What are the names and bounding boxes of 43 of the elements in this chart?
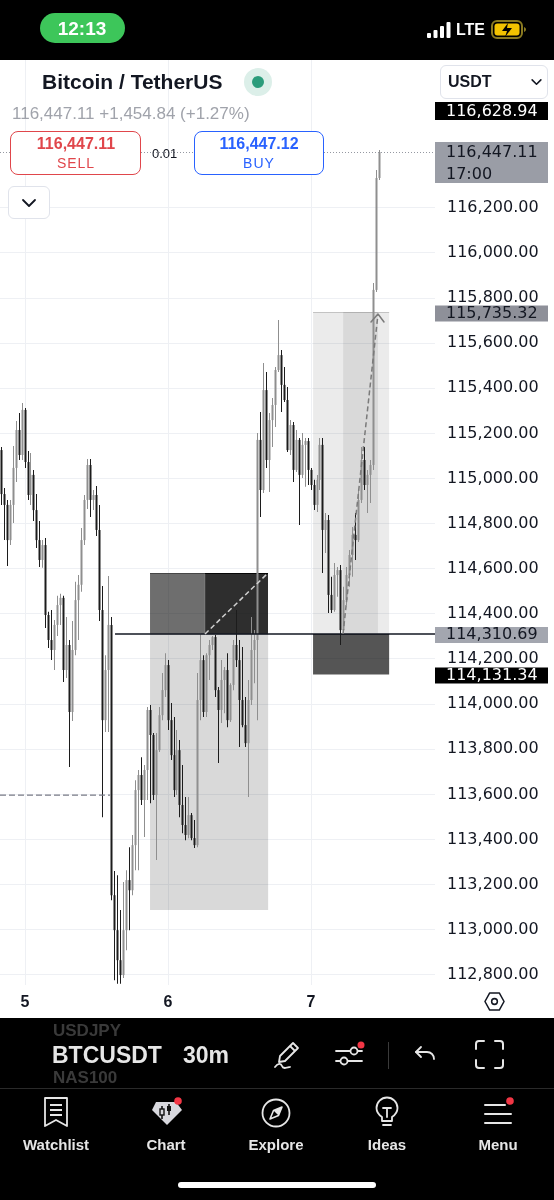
text: Explore [248, 1136, 304, 1153]
ref-line-label: 116,447.11 [446, 142, 538, 162]
y-tick-label: 115,400.00 [447, 377, 539, 397]
y-tick-label: 115,200.00 [447, 422, 539, 442]
text: 116,447.11 +1,454.84 (+1.27%) [12, 104, 250, 124]
annotation: 116,447.12 [219, 135, 299, 153]
text: 30m [183, 1042, 230, 1069]
text: Watchlist [22, 1136, 90, 1153]
x-tick-label: 7 [306, 993, 316, 1011]
y-tick-label: 115,800.00 [447, 287, 539, 307]
text: BTCUSDT [52, 1042, 162, 1069]
y-tick-label: 114,800.00 [447, 512, 539, 532]
x-tick-label: 5 [20, 993, 30, 1011]
y-tick-label: 115,000.00 [447, 467, 539, 487]
y-tick-label: 113,800.00 [447, 738, 539, 758]
y-tick-label: 116,200.00 [447, 196, 539, 216]
text: Bitcoin / TetherUS [42, 70, 223, 94]
y-tick-label: 113,200.00 [447, 873, 539, 893]
annotation: SELL [56, 155, 96, 171]
text: 17:00 [446, 164, 493, 183]
text: Chart [146, 1136, 186, 1153]
y-tick-label: 116,000.00 [447, 242, 539, 262]
text: NAS100 [53, 1068, 118, 1088]
annotation: BUY [243, 155, 275, 171]
text: LTE [456, 21, 486, 39]
x-tick-label: 6 [163, 993, 173, 1011]
text: USDJPY [53, 1021, 122, 1041]
y-tick-label: 114,000.00 [447, 693, 539, 713]
text: 116,628.94 [446, 101, 538, 120]
annotation: 116,447.11 [36, 135, 116, 153]
text: 114,310.69 [446, 624, 538, 644]
y-tick-label: 112,800.00 [447, 964, 539, 983]
y-tick-label: 114,400.00 [447, 603, 539, 623]
text: USDT [448, 73, 492, 91]
text: 12:13 [57, 18, 107, 40]
text: Ideas [367, 1136, 407, 1153]
annotation: 0.01 [152, 146, 178, 161]
y-tick-label: 113,600.00 [447, 783, 539, 803]
y-tick-label: 115,600.00 [447, 332, 539, 352]
text: Menu [478, 1136, 518, 1153]
y-tick-label: 113,400.00 [447, 828, 539, 848]
y-tick-label: 113,000.00 [447, 918, 539, 938]
y-tick-label: 114,600.00 [447, 557, 539, 577]
